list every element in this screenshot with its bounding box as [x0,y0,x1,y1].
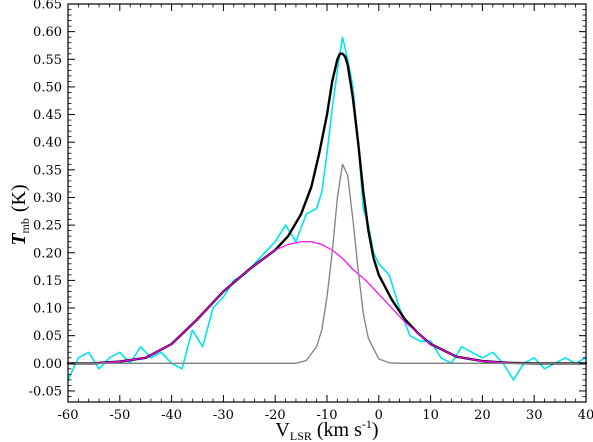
x-tick-label: 30 [526,408,543,423]
x-axis-label-unit-exponent: -1 [362,417,372,431]
y-tick-label: -0.05 [29,384,62,399]
y-tick-label: 0.50 [33,80,62,95]
x-axis-label-sub: LSR [290,429,312,442]
y-tick-label: 0.45 [33,108,62,123]
x-axis-label-unit-close: ) [372,419,379,441]
y-axis-label-unit: (K) [8,184,30,212]
x-axis-label-unit: (km s [317,419,362,441]
series-line-3 [67,163,587,364]
x-tick-label: -10 [317,408,338,423]
series-line-0 [67,36,587,381]
y-tick-label: 0.40 [33,136,62,151]
x-tick-label: -40 [161,408,182,423]
y-tick-label: 0.00 [33,357,62,372]
x-tick-label: -50 [109,408,130,423]
y-tick-label: 0.35 [33,163,62,178]
y-tick-label: 0.30 [33,191,62,206]
y-axis-label: Tmb (K) [8,184,32,245]
y-tick-label: 0.20 [33,246,62,261]
y-tick-label: 0.55 [33,53,62,68]
x-tick-label: -30 [213,408,234,423]
x-tick-label: 20 [474,408,491,423]
series-line-2 [67,241,587,364]
x-axis-label-main: V [275,419,290,441]
y-tick-label: 0.65 [33,0,62,13]
y-tick-label: 0.05 [33,329,62,344]
data-layer [66,36,588,381]
y-tick-label: 0.15 [33,274,62,289]
x-tick-label: 10 [422,408,439,423]
x-axis-label: VLSR (km s-1) [275,417,378,442]
y-tick-label: 0.25 [33,219,62,234]
x-tick-label: -60 [58,408,79,423]
x-tick-label: 0 [375,408,383,423]
x-tick-label: -20 [265,408,286,423]
tick-label-layer: -60 -50 -40 -30 -20 -10 0 10 20 30 40 -0.05 0.00 0.05… [29,0,593,423]
y-tick-label: 0.10 [33,302,62,317]
tick-layer [67,3,587,403]
x-tick-label: 40 [578,408,593,423]
y-axis-label-sub: mb [18,218,32,233]
plot-frame [67,3,587,403]
series-line-1 [66,52,588,365]
y-axis-label-main: T [8,233,30,246]
y-tick-label: 0.60 [33,25,62,40]
